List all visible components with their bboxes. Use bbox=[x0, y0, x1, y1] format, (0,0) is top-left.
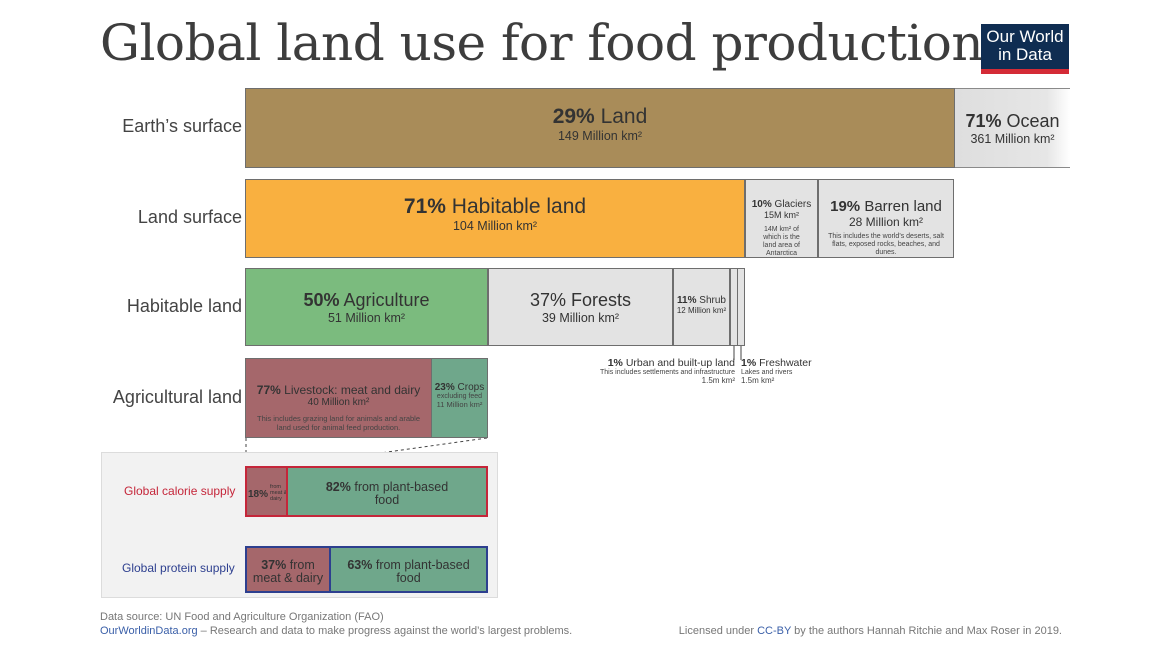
ocean-bar: 71% Ocean 361 Million km² bbox=[955, 88, 1070, 168]
owid-link[interactable]: OurWorldinData.org bbox=[100, 625, 198, 637]
barren-name: Barren land bbox=[864, 198, 942, 215]
freshwater-pct: 1% bbox=[741, 357, 757, 369]
crops-note: excluding feed bbox=[436, 393, 483, 400]
data-source: Data source: UN Food and Agriculture Org… bbox=[100, 611, 384, 623]
calorie-meat-name: from meat & dairy bbox=[270, 484, 288, 502]
glaciers-pct: 10% bbox=[751, 199, 772, 210]
forests-value: 39 Million km² bbox=[541, 311, 620, 325]
livestock-pct: 77% bbox=[256, 383, 281, 397]
shrub-pct: 11% bbox=[677, 295, 697, 306]
agriculture-bar: 50% Agriculture 51 Million km² bbox=[245, 268, 488, 346]
habitable-pct: 71% bbox=[403, 195, 446, 218]
shrub-bar: 11% Shrub 12 Million km² bbox=[673, 268, 730, 346]
crops-value: 11 Million km² bbox=[436, 400, 483, 409]
barren-land-bar: 19% Barren land 28 Million km² This incl… bbox=[818, 179, 954, 258]
protein-plant-bar: 63% from plant-based food bbox=[329, 546, 488, 593]
livestock-note: This includes grazing land for animals a… bbox=[256, 414, 420, 432]
barren-value: 28 Million km² bbox=[848, 215, 923, 229]
land-value: 149 Million km² bbox=[557, 129, 643, 143]
row-label-land-surface: Land surface bbox=[137, 207, 242, 227]
crops-name: Crops bbox=[457, 382, 485, 393]
livestock-value: 40 Million km² bbox=[307, 397, 370, 408]
habitable-land-bar: 71% Habitable land 104 Million km² bbox=[245, 179, 745, 258]
glaciers-bar: 10% Glaciers 15M km² 14M km² of which is… bbox=[745, 179, 818, 258]
freshwater-name: Freshwater bbox=[759, 357, 812, 369]
footer-tagline: – Research and data to make progress aga… bbox=[197, 625, 573, 637]
glaciers-value: 15M km² bbox=[763, 210, 799, 220]
page-title: Global land use for food production bbox=[100, 14, 984, 72]
ocean-pct: 71% bbox=[965, 111, 1002, 131]
calorie-plant-pct: 82% bbox=[325, 480, 351, 494]
agriculture-pct: 50% bbox=[303, 290, 340, 310]
ocean-name: Ocean bbox=[1006, 111, 1060, 131]
glaciers-name: Glaciers bbox=[774, 199, 812, 210]
row-label-calorie-supply: Global calorie supply bbox=[124, 484, 236, 498]
logo-line2: in Data bbox=[998, 45, 1052, 64]
protein-plant-name: from plant-based food bbox=[375, 558, 470, 585]
row-label-earth-surface: Earth’s surface bbox=[122, 116, 242, 136]
row-label-protein-supply: Global protein supply bbox=[122, 561, 235, 575]
land-bar: 29% Land 149 Million km² bbox=[245, 88, 955, 168]
land-pct: 29% bbox=[552, 105, 595, 128]
protein-meat-bar: 37% from meat & dairy bbox=[245, 546, 331, 593]
calorie-plant-name: from plant-based food bbox=[354, 480, 449, 507]
barren-pct: 19% bbox=[830, 198, 861, 215]
protein-plant-pct: 63% bbox=[347, 558, 373, 572]
agriculture-value: 51 Million km² bbox=[327, 311, 406, 325]
row-label-agricultural-land: Agricultural land bbox=[112, 387, 242, 407]
owid-logo[interactable]: Our World in Data bbox=[981, 24, 1069, 74]
crops-pct: 23% bbox=[434, 382, 455, 393]
forests-pct: 37% bbox=[529, 290, 566, 310]
crops-bar: 23% Crops excluding feed 11 Million km² bbox=[431, 358, 488, 438]
row-label-habitable-land: Habitable land bbox=[126, 296, 242, 316]
habitable-value: 104 Million km² bbox=[452, 219, 538, 233]
urban-note: This includes settlements and infrastruc… bbox=[599, 369, 735, 376]
calorie-meat-bar: 18%from meat & dairy bbox=[245, 466, 288, 517]
urban-label: 1% Urban and built-up land This includes… bbox=[600, 357, 735, 385]
license-line: Licensed under CC-BY by the authors Hann… bbox=[679, 625, 1062, 637]
license-post: by the authors Hannah Ritchie and Max Ro… bbox=[791, 625, 1062, 637]
agriculture-name: Agriculture bbox=[343, 290, 430, 310]
habitable-name: Habitable land bbox=[451, 195, 587, 218]
barren-note: This includes the world’s deserts, salt … bbox=[828, 233, 944, 256]
calorie-plant-bar: 82% from plant-based food bbox=[286, 466, 488, 517]
ocean-value: 361 Million km² bbox=[970, 132, 1055, 146]
cc-by-link[interactable]: CC-BY bbox=[757, 625, 792, 637]
freshwater-value: 1.5m km² bbox=[741, 376, 775, 385]
protein-meat-pct: 37% bbox=[261, 558, 287, 572]
livestock-name: Livestock: meat and dairy bbox=[284, 383, 421, 397]
license-pre: Licensed under bbox=[678, 625, 758, 637]
freshwater-bar bbox=[737, 268, 745, 346]
protein-meat-name: from meat & dairy bbox=[252, 558, 324, 585]
footer-site-line: OurWorldinData.org – Research and data t… bbox=[100, 625, 572, 637]
freshwater-label: 1% Freshwater Lakes and rivers 1.5m km² bbox=[741, 357, 812, 385]
shrub-value: 12 Million km² bbox=[676, 306, 727, 315]
logo-line1: Our World bbox=[986, 27, 1064, 46]
land-name: Land bbox=[600, 105, 648, 128]
calorie-meat-pct: 18% bbox=[248, 489, 269, 501]
glaciers-note: 14M km² of which is the land area of Ant… bbox=[763, 226, 800, 257]
urban-name: Urban and built-up land bbox=[625, 357, 735, 369]
freshwater-note: Lakes and rivers bbox=[741, 369, 793, 376]
urban-value: 1.5m km² bbox=[701, 376, 735, 385]
shrub-name: Shrub bbox=[699, 295, 726, 306]
urban-pct: 1% bbox=[607, 357, 623, 369]
forests-bar: 37% Forests 39 Million km² bbox=[488, 268, 673, 346]
forests-name: Forests bbox=[571, 290, 632, 310]
livestock-bar: 77% Livestock: meat and dairy 40 Million… bbox=[245, 358, 432, 438]
